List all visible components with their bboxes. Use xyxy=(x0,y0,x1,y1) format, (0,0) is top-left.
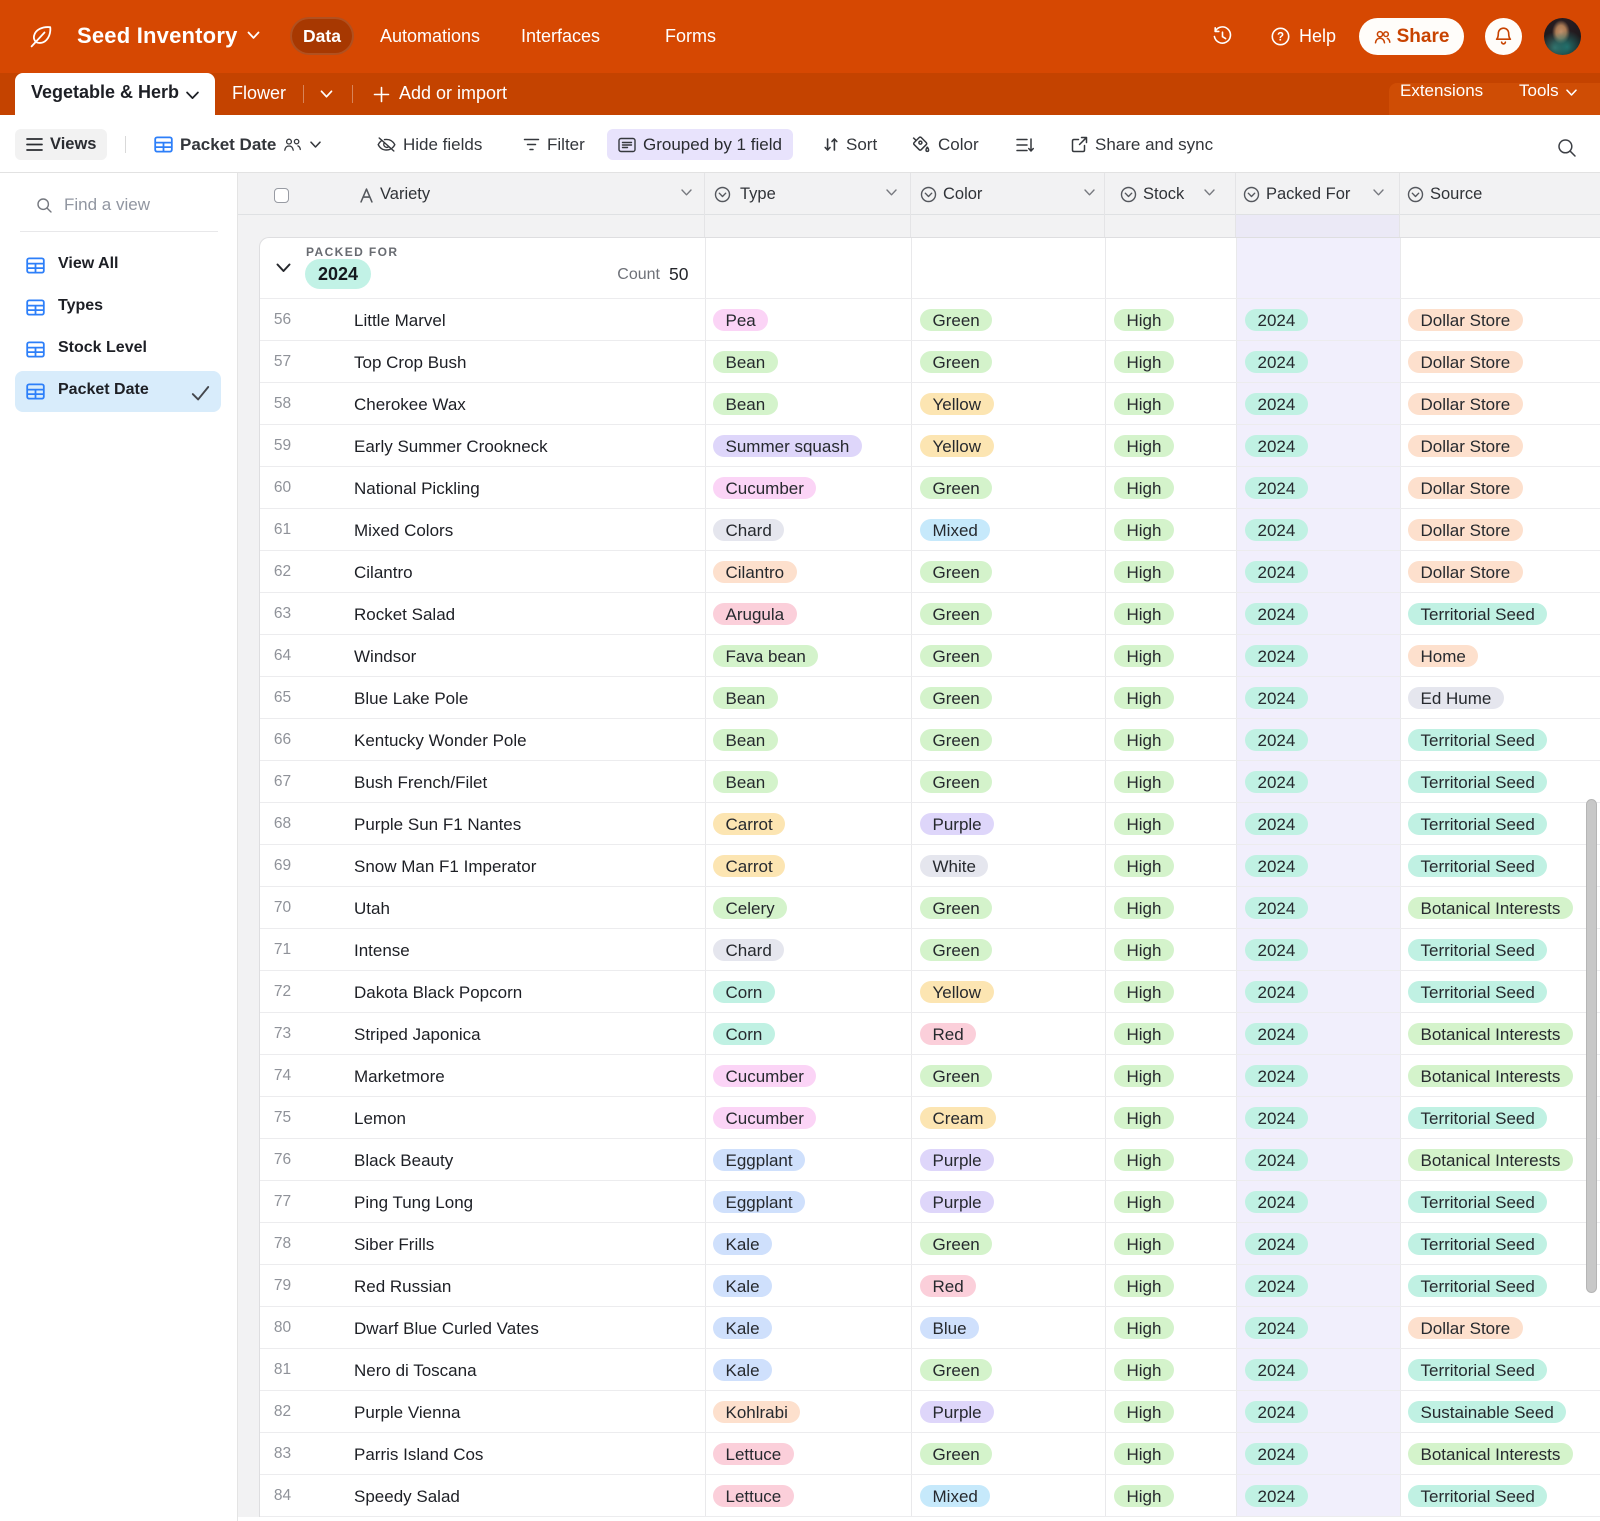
svg-text:?: ? xyxy=(1277,32,1284,44)
